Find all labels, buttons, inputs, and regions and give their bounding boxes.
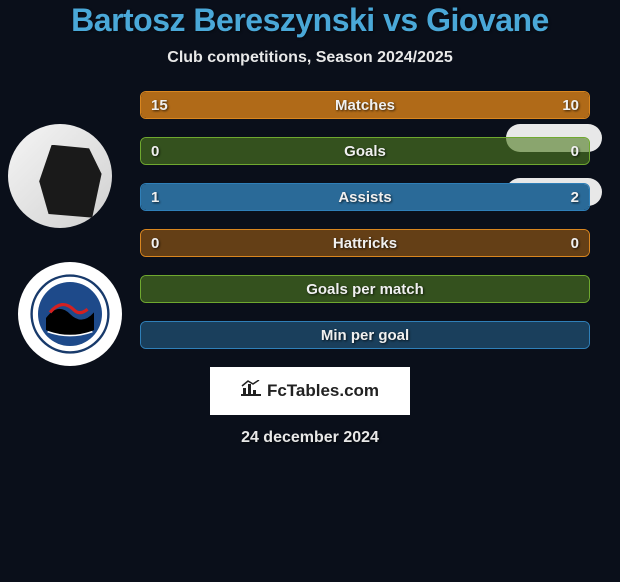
stat-row: 1 2 Assists: [140, 183, 590, 211]
stat-row: 15 10 Matches: [140, 91, 590, 119]
stat-label: Matches: [335, 97, 395, 114]
stat-fill-left: [141, 184, 289, 210]
stat-value-right: 10: [562, 97, 579, 114]
stat-value-left: 1: [151, 189, 159, 206]
stat-row: Goals per match: [140, 275, 590, 303]
player1-avatar: [8, 124, 112, 228]
stat-value-right: 0: [571, 143, 579, 160]
stat-label: Hattricks: [333, 235, 397, 252]
stat-value-left: 0: [151, 235, 159, 252]
comparison-subtitle: Club competitions, Season 2024/2025: [10, 49, 610, 67]
stat-label: Goals per match: [306, 281, 424, 298]
stat-label: Min per goal: [321, 327, 409, 344]
stat-row: 0 0 Goals: [140, 137, 590, 165]
stat-fill-right: [289, 184, 589, 210]
stat-value-right: 0: [571, 235, 579, 252]
player1-club-badge: [18, 262, 122, 366]
chart-icon: [241, 380, 261, 403]
stat-value-left: 15: [151, 97, 168, 114]
comparison-title: Bartosz Bereszynski vs Giovane: [10, 2, 610, 39]
stat-row: Min per goal: [140, 321, 590, 349]
stat-value-left: 0: [151, 143, 159, 160]
stat-label: Goals: [344, 143, 386, 160]
site-name: FcTables.com: [267, 381, 379, 401]
stat-row: 0 0 Hattricks: [140, 229, 590, 257]
snapshot-date: 24 december 2024: [10, 429, 610, 447]
stat-label: Assists: [338, 189, 391, 206]
stat-value-right: 2: [571, 189, 579, 206]
stats-list: 15 10 Matches 0 0 Goals 1 2 Assists 0 0 Hattricks Go…: [140, 91, 590, 349]
site-attribution: FcTables.com: [210, 367, 410, 415]
